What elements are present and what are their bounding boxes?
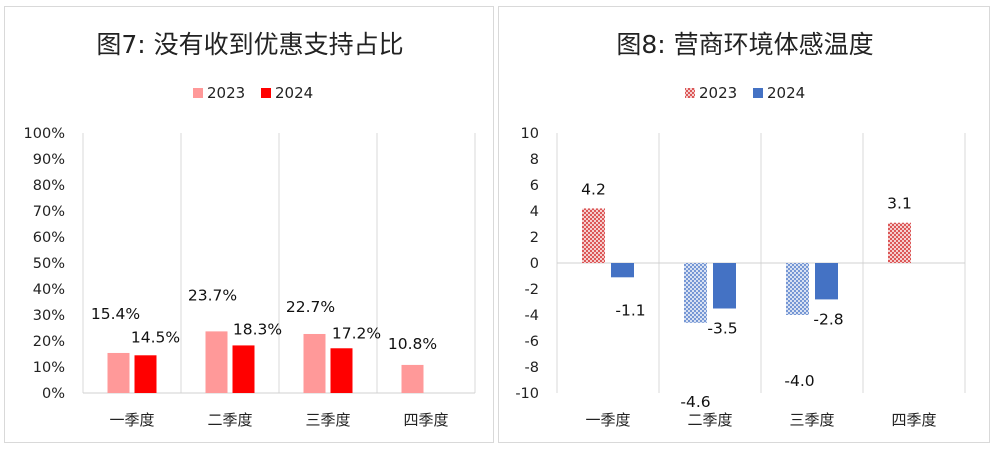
x-category-label: 三季度 [789, 411, 834, 429]
x-category-label: 二季度 [207, 411, 252, 429]
y-tick-label: 80% [33, 178, 65, 194]
x-category-label: 三季度 [305, 411, 350, 429]
legend-swatch-2023 [685, 88, 695, 98]
y-tick-label: 10 [521, 126, 539, 142]
bar-2024-三季度 [330, 348, 353, 393]
bar-2024-二季度 [713, 263, 736, 309]
data-label-2024-二季度: 18.3% [233, 320, 282, 338]
bar-2023-一季度 [582, 208, 605, 263]
y-tick-label: 0% [42, 386, 65, 402]
y-tick-label: -4 [525, 308, 539, 324]
y-tick-label: 100% [24, 126, 65, 142]
data-label-2023-四季度: 3.1 [887, 195, 912, 213]
data-label-2024-三季度: 17.2% [332, 324, 381, 342]
legend-label-2023: 2023 [207, 84, 245, 102]
bar-2023-二季度 [684, 263, 707, 323]
y-tick-label: 60% [33, 230, 65, 246]
temperature-chart: 图8: 营商环境体感温度 2023 2024 -10 -8 -6 -4 -2 0 2 4 6 8 10 一季… [515, 30, 966, 429]
chart-panel-right: 图8: 营商环境体感温度 2023 2024 -10 -8 -6 -4 -2 0 2 4 6 8 10 一季… [498, 6, 990, 443]
x-category-label: 二季度 [687, 411, 732, 429]
data-label-2024-三季度: -2.8 [813, 310, 843, 328]
legend-label-2024: 2024 [275, 84, 313, 102]
legend-label-2023: 2023 [699, 84, 737, 102]
data-label-2023-二季度: -4.6 [680, 393, 710, 411]
data-label-2023-二季度: 23.7% [188, 286, 237, 304]
data-label-2023-三季度: -4.0 [784, 372, 814, 390]
y-tick-label: 10% [33, 360, 65, 376]
data-label-2024-一季度: -1.1 [615, 301, 645, 319]
bar-2023-一季度 [107, 352, 130, 393]
data-label-2023-一季度: 15.4% [91, 305, 140, 323]
y-tick-label: -2 [525, 282, 539, 298]
bar-2023-四季度 [401, 364, 424, 393]
legend-swatch-2024 [753, 88, 763, 98]
bar-2023-四季度 [888, 222, 911, 263]
bar-2023-二季度 [205, 331, 228, 393]
y-tick-label: 50% [33, 256, 65, 272]
legend-swatch-2023 [193, 88, 203, 98]
y-tick-label: -8 [525, 360, 539, 376]
bar-2024-一季度 [611, 263, 634, 278]
bar-2024-一季度 [134, 355, 157, 393]
y-tick-label: 8 [530, 152, 539, 168]
y-tick-label: 90% [33, 152, 65, 168]
y-tick-label: 6 [530, 178, 539, 194]
data-label-2023-四季度: 10.8% [388, 335, 437, 353]
y-tick-label: 70% [33, 204, 65, 220]
bar-2023-三季度 [786, 263, 809, 315]
chart-title: 图7: 没有收到优惠支持占比 [96, 30, 403, 59]
y-tick-label: -10 [515, 386, 539, 402]
bar-2024-二季度 [232, 345, 255, 393]
data-label-2023-一季度: 4.2 [581, 180, 606, 198]
legend-label-2024: 2024 [767, 84, 805, 102]
x-category-label: 四季度 [891, 411, 936, 429]
data-label-2024-一季度: 14.5% [131, 328, 180, 346]
y-tick-label: 30% [33, 308, 65, 324]
bar-2023-三季度 [303, 333, 326, 393]
chart-title: 图8: 营商环境体感温度 [616, 30, 873, 59]
y-tick-label: 4 [530, 204, 539, 220]
data-label-2023-三季度: 22.7% [286, 298, 335, 316]
y-tick-label: 40% [33, 282, 65, 298]
chart-panel-left: 图7: 没有收到优惠支持占比 2023 2024 0% 10% 20% 30% 40% 50% 6… [4, 6, 494, 443]
y-tick-label: 0 [530, 256, 539, 272]
y-tick-label: 2 [530, 230, 539, 246]
x-category-label: 一季度 [109, 411, 154, 429]
support-chart: 图7: 没有收到优惠支持占比 2023 2024 0% 10% 20% 30% 40% 50% 6… [24, 30, 476, 429]
y-tick-label: 20% [33, 334, 65, 350]
bar-2024-三季度 [815, 263, 838, 300]
y-tick-label: -6 [525, 334, 539, 350]
x-category-label: 一季度 [585, 411, 630, 429]
legend-swatch-2024 [261, 88, 271, 98]
data-label-2024-二季度: -3.5 [707, 320, 737, 338]
x-category-label: 四季度 [403, 411, 448, 429]
